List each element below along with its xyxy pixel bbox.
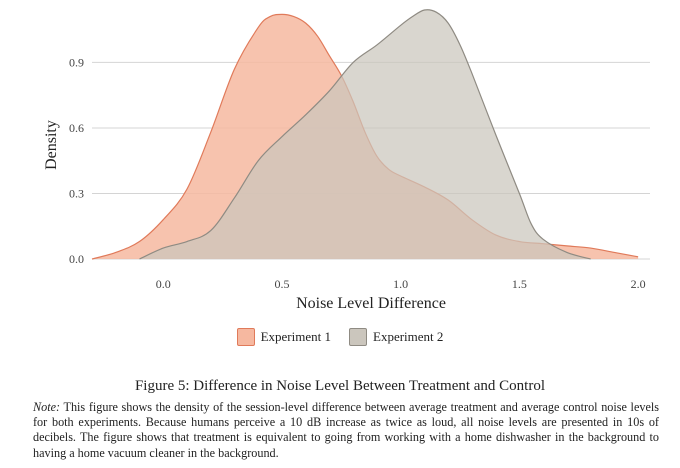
legend-label-experiment-2: Experiment 2	[373, 329, 444, 344]
x-axis-ticks: 0.0 0.5 1.0 1.5 2.0	[156, 277, 646, 291]
x-axis-label: Noise Level Difference	[296, 295, 446, 312]
legend-label-experiment-1: Experiment 1	[260, 329, 331, 344]
x-tick-label: 1.5	[512, 277, 527, 291]
y-tick-label: 0.3	[69, 186, 84, 200]
y-axis-label: Density	[43, 120, 60, 170]
density-areas	[91, 9, 639, 260]
legend-swatch-experiment-2	[349, 328, 367, 346]
x-tick-label: 2.0	[631, 277, 646, 291]
y-tick-label: 0.6	[69, 121, 84, 135]
x-tick-label: 1.0	[393, 277, 408, 291]
x-tick-label: 0.5	[274, 277, 289, 291]
note-body: This figure shows the density of the ses…	[33, 400, 659, 460]
figure-note: Note: This figure shows the density of t…	[33, 400, 659, 461]
density-line-2	[139, 9, 591, 260]
density-chart: 0.0 0.3 0.6 0.9 0.0 0.5 1.0 1.5 2.0 Density Noi…	[43, 9, 650, 312]
note-lead: Note:	[33, 400, 61, 414]
legend-item-experiment-2: Experiment 2	[349, 328, 443, 346]
y-axis-ticks: 0.0 0.3 0.6 0.9	[69, 55, 84, 266]
legend: Experiment 1 Experiment 2	[0, 328, 680, 346]
density-area-2	[139, 9, 591, 260]
legend-swatch-experiment-1	[236, 328, 255, 346]
legend-item-experiment-1: Experiment 1	[236, 328, 331, 346]
x-tick-label: 0.0	[156, 277, 171, 291]
y-tick-label: 0.0	[69, 252, 84, 266]
y-tick-label: 0.9	[69, 55, 84, 69]
figure-caption: Figure 5: Difference in Noise Level Betw…	[134, 378, 546, 394]
